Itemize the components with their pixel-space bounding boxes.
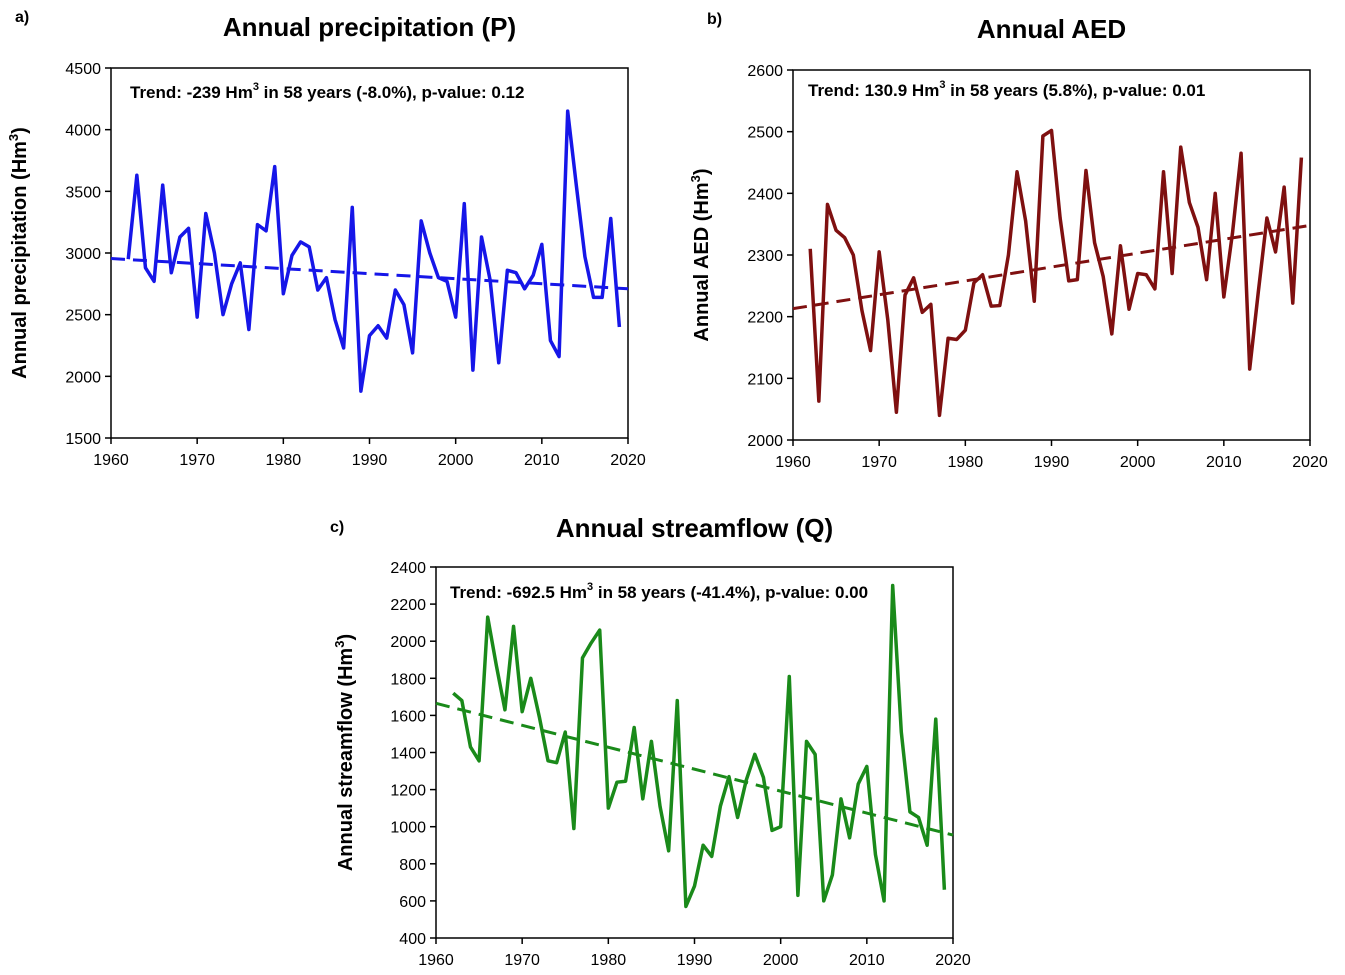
x-tick-label: 2020: [610, 452, 646, 469]
x-tick-label: 1970: [861, 454, 897, 471]
y-axis-label: Annual streamflow (Hm3): [332, 634, 357, 871]
y-tick-label: 2600: [747, 63, 783, 80]
x-tick-label: 1980: [948, 454, 984, 471]
x-tick-label: 1990: [352, 452, 388, 469]
plot-frame: [792, 69, 1311, 441]
trend-annotation-part: Trend: 130.9 Hm: [808, 81, 939, 100]
y-axis-label-part: 3: [332, 641, 347, 648]
y-tick-label: 4500: [65, 61, 101, 78]
x-tick-label: 1980: [591, 952, 627, 969]
panel-label: a): [15, 9, 29, 26]
panel-label: b): [707, 11, 722, 28]
x-tick-label: 2020: [1292, 454, 1328, 471]
trend-annotation: Trend: 130.9 Hm3 in 58 years (5.8%), p-v…: [808, 79, 1205, 100]
y-tick-label: 3500: [65, 184, 101, 201]
y-tick-label: 1600: [390, 708, 426, 725]
trend-annotation-part: Trend: -239 Hm: [130, 83, 253, 102]
y-tick-label: 2000: [747, 433, 783, 450]
trend-annotation: Trend: -692.5 Hm3 in 58 years (-41.4%), …: [450, 581, 868, 602]
x-tick-label: 1990: [1034, 454, 1070, 471]
y-tick-label: 2000: [65, 369, 101, 386]
x-tick-label: 1970: [179, 452, 215, 469]
data-line: [452, 583, 947, 909]
y-axis-label-part: 3: [688, 175, 703, 182]
y-tick-label: 2400: [747, 186, 783, 203]
y-axis-label: Annual precipitation (Hm3): [6, 127, 31, 379]
data-line: [126, 109, 622, 393]
y-tick-label: 2200: [747, 310, 783, 327]
trend-line: [110, 257, 629, 291]
trend-annotation-part: 3: [939, 79, 945, 91]
y-tick-label: 600: [399, 894, 426, 911]
trend-annotation: Trend: -239 Hm3 in 58 years (-8.0%), p-v…: [130, 81, 524, 102]
x-tick-label: 2010: [1206, 454, 1242, 471]
trend-annotation-part: in 58 years (-41.4%), p-value: 0.00: [593, 583, 868, 602]
x-tick-label: 1960: [775, 454, 811, 471]
x-tick-label: 1980: [266, 452, 302, 469]
y-tick-label: 2500: [65, 308, 101, 325]
y-axis-label-part: Annual AED (Hm: [691, 182, 713, 341]
y-tick-label: 1000: [390, 820, 426, 837]
x-tick-label: 1960: [93, 452, 129, 469]
y-tick-label: 2200: [390, 597, 426, 614]
x-tick-label: 1970: [504, 952, 540, 969]
data-line: [808, 128, 1304, 418]
y-tick-label: 1800: [390, 671, 426, 688]
plot-frame: [110, 67, 629, 439]
y-tick-label: 3000: [65, 246, 101, 263]
y-tick-label: 1400: [390, 746, 426, 763]
chart-title: Annual precipitation (P): [223, 12, 516, 42]
trend-line: [435, 701, 954, 837]
y-axis-label: Annual AED (Hm3): [688, 168, 713, 341]
x-tick-label: 2010: [849, 952, 885, 969]
x-tick-label: 2010: [524, 452, 560, 469]
x-tick-label: 1960: [418, 952, 454, 969]
y-tick-label: 4000: [65, 123, 101, 140]
panel-label: c): [330, 519, 344, 536]
y-tick-label: 2500: [747, 125, 783, 142]
x-tick-label: 2000: [1120, 454, 1156, 471]
chart-title: Annual AED: [977, 14, 1126, 44]
trend-annotation-part: 3: [587, 581, 593, 593]
y-axis-label-part: Annual precipitation (Hm: [9, 141, 31, 379]
y-axis-label-part: ): [335, 634, 357, 641]
y-tick-label: 2400: [390, 560, 426, 577]
y-tick-label: 2300: [747, 248, 783, 265]
x-tick-label: 2000: [438, 452, 474, 469]
y-tick-label: 1500: [65, 431, 101, 448]
trend-line: [792, 223, 1311, 311]
x-tick-label: 1990: [677, 952, 713, 969]
y-tick-label: 2000: [390, 634, 426, 651]
y-tick-label: 800: [399, 857, 426, 874]
y-tick-label: 1200: [390, 783, 426, 800]
trend-annotation-part: in 58 years (5.8%), p-value: 0.01: [945, 81, 1205, 100]
trend-annotation-part: in 58 years (-8.0%), p-value: 0.12: [259, 83, 525, 102]
trend-annotation-part: Trend: -692.5 Hm: [450, 583, 587, 602]
y-axis-label-part: Annual streamflow (Hm: [335, 648, 357, 871]
y-axis-label-part: ): [9, 127, 31, 134]
y-tick-label: 2100: [747, 371, 783, 388]
chart-title: Annual streamflow (Q): [556, 513, 833, 543]
trend-annotation-part: 3: [253, 81, 259, 93]
y-axis-label-part: ): [691, 168, 713, 175]
x-tick-label: 2000: [763, 952, 799, 969]
y-axis-label-part: 3: [6, 134, 21, 141]
x-tick-label: 2020: [935, 952, 971, 969]
y-tick-label: 400: [399, 931, 426, 948]
